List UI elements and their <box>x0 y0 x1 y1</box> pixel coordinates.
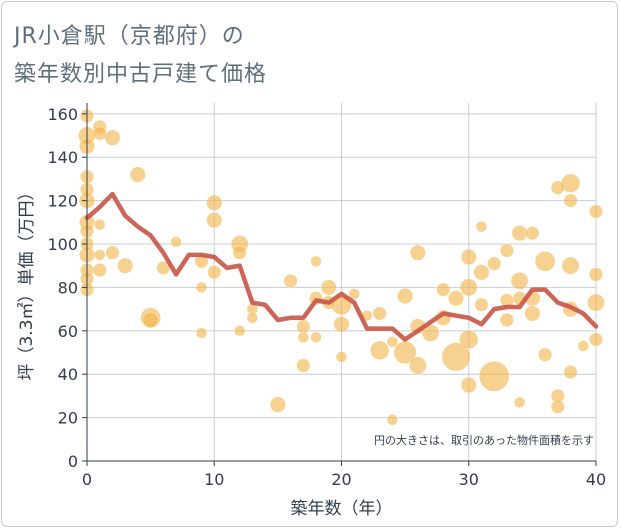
data-bubble <box>577 340 589 352</box>
y-axis-label: 坪（3.3㎡）単価（万円） <box>17 183 37 380</box>
y-tick-label: 0 <box>68 452 78 471</box>
chart-title-line2: 築年数別中古戸建て価格 <box>14 62 268 87</box>
x-axis-label: 築年数（年） <box>291 499 393 519</box>
data-bubble <box>510 272 529 290</box>
data-bubble <box>232 245 247 260</box>
data-bubble <box>195 327 208 339</box>
data-bubble <box>511 225 528 242</box>
chart-title-line1: JR小倉駅（京都府）の <box>14 24 245 49</box>
y-tick-label: 80 <box>58 278 78 297</box>
x-tick-label: 20 <box>331 470 351 489</box>
data-bubble <box>310 255 322 268</box>
data-bubble <box>283 273 298 288</box>
data-bubble <box>499 243 514 258</box>
data-bubble <box>386 414 399 426</box>
data-bubble <box>459 329 479 350</box>
data-bubble <box>524 305 541 322</box>
data-bubble <box>525 226 540 241</box>
size-annotation: 円の大きさは、取引のあった物件面積を示す <box>374 433 594 447</box>
average-price-line <box>84 191 599 342</box>
data-bubble <box>372 306 387 321</box>
y-tick-label: 140 <box>47 148 78 167</box>
data-bubble <box>246 312 259 324</box>
data-bubble <box>386 335 399 348</box>
data-bubble <box>129 166 146 183</box>
data-bubble <box>206 212 223 229</box>
data-bubble <box>475 220 488 233</box>
data-bubble <box>588 332 604 347</box>
data-bubble <box>170 236 182 248</box>
data-bubble <box>348 288 360 300</box>
data-bubble <box>333 316 350 333</box>
data-bubble <box>588 267 604 282</box>
y-tick-label: 40 <box>58 365 78 384</box>
average-line-layer <box>84 191 599 342</box>
y-tick-label: 100 <box>47 235 78 254</box>
data-bubble <box>207 265 222 280</box>
y-tick-label: 120 <box>47 192 78 211</box>
y-tick-label: 60 <box>58 322 78 341</box>
data-bubble <box>296 358 311 373</box>
data-bubble <box>478 361 510 392</box>
data-bubble <box>447 290 465 307</box>
y-tick-label: 160 <box>47 105 78 124</box>
data-bubble <box>561 256 580 275</box>
data-bubble <box>408 356 427 375</box>
data-bubble <box>320 279 337 296</box>
data-bubble <box>587 293 605 312</box>
data-bubble <box>487 256 502 271</box>
data-bubble <box>441 342 471 372</box>
data-bubble <box>117 257 134 274</box>
data-bubble <box>94 218 106 231</box>
data-bubble <box>588 204 604 219</box>
tick-labels: 0 20 40 60 80 100 120 140 160 0 10 20 30 40 <box>47 105 606 489</box>
data-bubble <box>499 312 514 327</box>
data-bubble <box>94 249 106 261</box>
data-bubble <box>195 281 208 294</box>
x-tick-label: 40 <box>586 470 606 489</box>
data-bubble <box>310 331 322 344</box>
data-bubble <box>459 278 478 297</box>
data-bubble <box>142 311 159 329</box>
data-bubble <box>206 194 223 211</box>
data-bubble <box>474 297 489 312</box>
data-bubble <box>534 251 556 272</box>
data-bubble <box>335 351 348 363</box>
data-bubble <box>460 377 477 394</box>
data-bubble <box>550 399 565 414</box>
data-bubble <box>92 263 107 278</box>
data-bubble <box>538 347 553 362</box>
data-bubble <box>550 180 565 195</box>
x-tick-label: 30 <box>459 470 479 489</box>
data-bubble <box>563 365 578 380</box>
data-bubble <box>297 331 310 344</box>
data-bubble <box>92 126 107 141</box>
x-tick-label: 0 <box>82 470 92 489</box>
data-bubble <box>269 396 286 413</box>
y-tick-label: 20 <box>58 409 78 428</box>
data-bubble <box>370 340 390 361</box>
data-bubble <box>563 193 578 208</box>
data-bubble <box>409 244 426 261</box>
data-bubble <box>296 319 311 334</box>
data-bubble <box>104 129 121 146</box>
data-bubble <box>234 325 246 337</box>
x-tick-label: 10 <box>204 470 224 489</box>
data-bubble <box>436 282 451 297</box>
data-bubble <box>397 288 414 305</box>
data-bubble <box>105 245 120 260</box>
data-bubble <box>513 396 526 409</box>
data-bubble <box>460 249 477 266</box>
data-bubble <box>473 264 490 281</box>
